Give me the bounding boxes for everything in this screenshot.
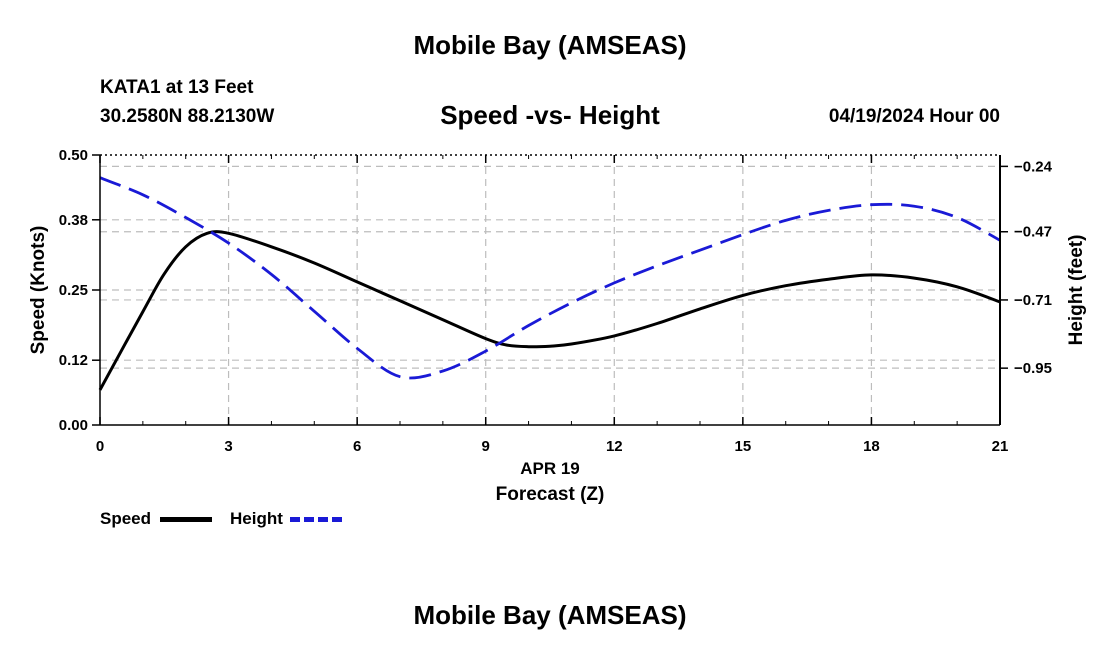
y-left-tick-label: 0.12	[59, 352, 88, 369]
x-axis-label: Forecast (Z)	[496, 484, 605, 505]
x-tick-label: 12	[606, 438, 623, 455]
x-tick-label: 0	[96, 438, 104, 455]
series-line-speed	[98, 230, 1001, 391]
legend-speed-label: Speed	[100, 509, 152, 528]
footer-title: Mobile Bay (AMSEAS)	[413, 600, 687, 630]
y-right-tick-label: −0.47	[1014, 224, 1052, 241]
x-tick-label: 3	[224, 438, 232, 455]
forecast-datetime: 04/19/2024 Hour 00	[828, 106, 1000, 127]
y-left-tick-label: 0.00	[59, 417, 88, 434]
x-axis-date-label: APR 19	[520, 459, 580, 478]
station-label: KATA1 at 13 Feet	[100, 77, 254, 98]
legend-height-swatch	[290, 517, 342, 522]
x-tick-label: 15	[735, 438, 752, 455]
chart-title: Speed -vs- Height	[440, 100, 660, 130]
axes	[92, 154, 1008, 426]
x-tick-label: 18	[863, 438, 880, 455]
y-right-tick-label: −0.24	[1014, 158, 1053, 175]
y-left-tick-label: 0.38	[59, 212, 88, 229]
x-tick-label: 21	[992, 438, 1009, 455]
grid	[100, 155, 1000, 425]
station-coordinates: 30.2580N 88.2130W	[100, 106, 275, 127]
y-left-tick-label: 0.50	[59, 147, 88, 164]
x-tick-label: 9	[482, 438, 490, 455]
series-layer	[98, 176, 1001, 391]
y-left-tick-label: 0.25	[59, 282, 88, 299]
legend-height-label: Height	[230, 509, 283, 528]
y-right-tick-label: −0.95	[1014, 360, 1052, 377]
legend-speed-swatch	[160, 517, 212, 522]
y-axis-left-label: Speed (Knots)	[28, 226, 49, 355]
page-title: Mobile Bay (AMSEAS)	[413, 30, 687, 60]
y-right-tick-label: −0.71	[1014, 292, 1052, 309]
x-tick-label: 6	[353, 438, 361, 455]
tick-labels: 0 3 6 9 12 15 18 21 0.00 0.12 0.25 0.38 0.50 −0.24 −0.…	[59, 147, 1053, 455]
y-axis-right-label: Height (feet)	[1066, 235, 1087, 346]
series-line-height	[99, 176, 1001, 380]
